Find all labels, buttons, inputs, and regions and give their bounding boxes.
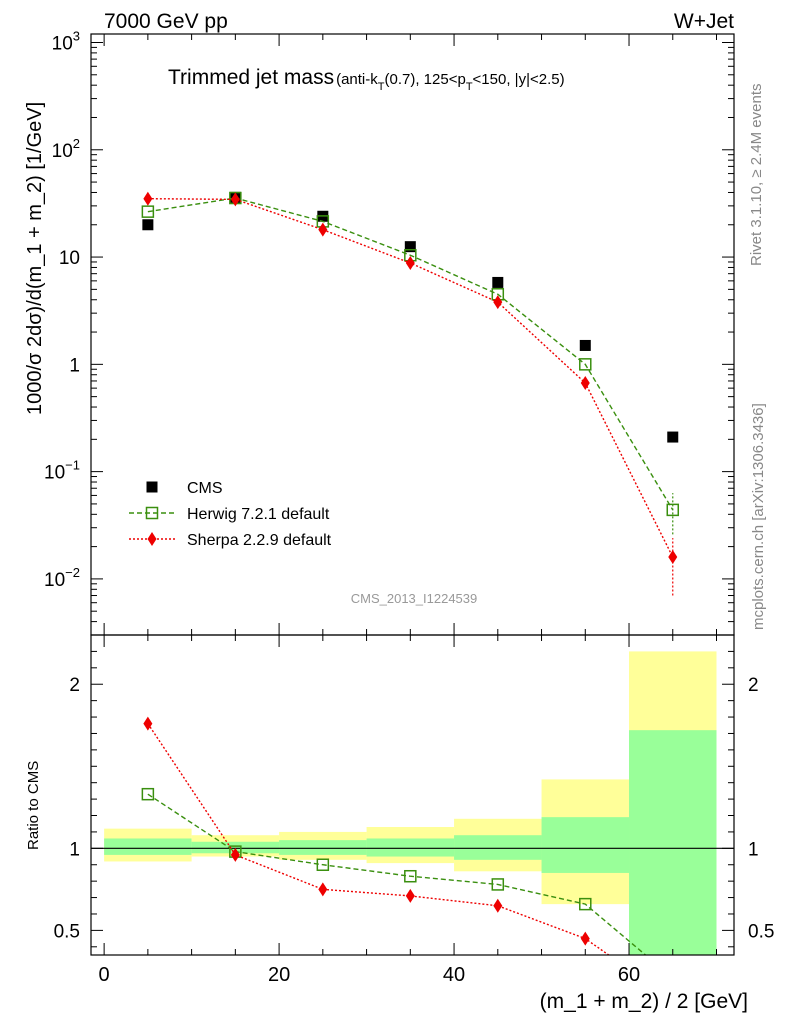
- herwig-marker: [666, 503, 680, 517]
- main-y-tick-label: 10−2: [44, 565, 80, 591]
- sherpa-marker: [318, 222, 328, 237]
- cms-data-point: [492, 276, 504, 288]
- ratio-stat-band: [191, 841, 280, 854]
- main-y-tick-label: 1: [69, 355, 80, 376]
- sherpa-marker: [493, 295, 503, 310]
- ratio-y-tick-label-right: 0.5: [748, 921, 774, 942]
- ratio-stat-band: [541, 817, 630, 873]
- mcplots-label: mcplots.cern.ch [arXiv:1306.3436]: [750, 403, 767, 630]
- cms-data-point: [404, 241, 416, 253]
- ratio-stat-band: [454, 835, 542, 860]
- ratio-y-tick-label-left: 1: [69, 839, 80, 860]
- ratio-sherpa-marker: [318, 882, 328, 897]
- x-axis-label: (m_1 + m_2) / 2 [GeV]: [540, 990, 748, 1013]
- x-tick-label: 0: [99, 964, 110, 986]
- ratio-y-tick-label-left: 2: [69, 675, 80, 696]
- ratio-herwig-marker: [579, 897, 592, 911]
- main-y-tick-label: 10: [59, 248, 80, 269]
- legend-label: Sherpa 2.2.9 default: [187, 532, 332, 549]
- cms-data-point: [579, 339, 591, 351]
- sherpa-marker: [580, 375, 590, 390]
- ratio-sherpa-marker: [580, 931, 590, 946]
- legend-label: CMS: [187, 480, 223, 497]
- legend-cms-marker: [146, 481, 158, 493]
- ratio-herwig-marker: [491, 878, 505, 891]
- ratio-plot-frame: [90, 634, 735, 956]
- main-y-tick-label: 10−1: [44, 458, 80, 484]
- x-tick-label: 40: [443, 964, 465, 986]
- sherpa-marker: [405, 256, 415, 271]
- ratio-herwig-marker: [141, 787, 155, 801]
- legend-herwig-marker: [145, 506, 159, 520]
- sherpa-marker: [143, 191, 153, 206]
- main-y-tick-label: 102: [52, 136, 80, 162]
- sherpa-marker: [668, 550, 678, 565]
- ratio-bands-group: [91, 651, 734, 955]
- main-y-tick-label: 103: [52, 28, 80, 54]
- plot-title: Trimmed jet mass (anti-kT(0.7), 125<pT<15…: [168, 66, 565, 93]
- ratio-y-axis-label: Ratio to CMS: [25, 761, 42, 850]
- ratio-y-tick-label-right: 2: [748, 675, 759, 696]
- rivet-label: Rivet 3.1.10, ≥ 2.4M events: [748, 84, 765, 267]
- cms-data-point: [142, 219, 154, 231]
- ratio-stat-band: [279, 840, 367, 855]
- ratio-y-tick-label-right: 1: [748, 839, 759, 860]
- legend-sherpa-marker: [147, 532, 157, 546]
- ratio-herwig-marker: [404, 869, 417, 883]
- ratio-y-tick-label-left: 0.5: [54, 921, 80, 942]
- ratio-sherpa-marker: [230, 847, 240, 862]
- ratio-stat-band: [104, 838, 192, 855]
- cms-data-point: [667, 431, 679, 443]
- ratio-sherpa-marker: [493, 898, 503, 913]
- x-tick-label: 20: [268, 964, 290, 986]
- herwig-marker: [579, 358, 592, 371]
- legend-label: Herwig 7.2.1 default: [187, 506, 330, 523]
- ratio-sherpa-marker: [143, 716, 153, 731]
- header-process: W+Jet: [674, 10, 734, 33]
- analysis-id: CMS_2013_I1224539: [351, 591, 478, 606]
- main-y-axis-label: 1000/σ 2dσ)/d(m_1 + m_2) [1/GeV]: [24, 102, 46, 415]
- header-energy: 7000 GeV pp: [104, 10, 228, 33]
- sherpa-marker: [230, 192, 240, 207]
- ratio-herwig-marker: [316, 858, 330, 871]
- main-series-group: [141, 191, 680, 596]
- x-tick-label: 60: [618, 964, 640, 986]
- herwig-marker: [141, 205, 155, 218]
- ratio-stat-band: [366, 838, 455, 857]
- ratio-stat-band: [629, 730, 717, 955]
- ratio-sherpa-marker: [405, 888, 415, 903]
